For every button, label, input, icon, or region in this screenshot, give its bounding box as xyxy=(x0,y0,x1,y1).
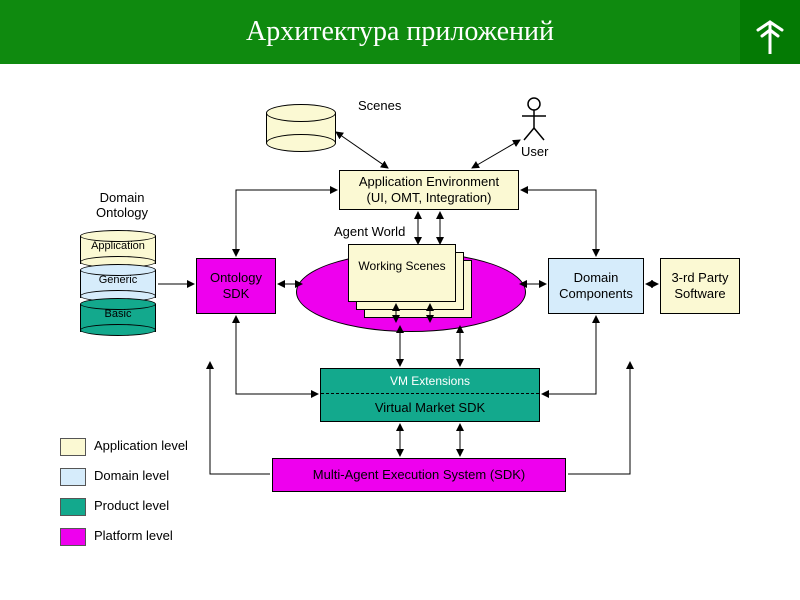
logo-box xyxy=(740,0,800,64)
legend-swatch xyxy=(60,468,86,486)
vm-sdk-label: Virtual Market SDK xyxy=(321,393,539,421)
header-bar: Архитектура приложений xyxy=(0,0,800,64)
legend-label: Product level xyxy=(94,498,169,513)
leaf-icon xyxy=(752,10,788,54)
legend-label: Platform level xyxy=(94,528,173,543)
legend-swatch xyxy=(60,498,86,516)
legend-swatch xyxy=(60,528,86,546)
scenes-cylinder xyxy=(266,104,336,152)
legend-label: Domain level xyxy=(94,468,169,483)
legend-label: Application level xyxy=(94,438,188,453)
maes-box: Multi-Agent Execution System (SDK) xyxy=(272,458,566,492)
ontology-layer: Basic xyxy=(80,298,156,338)
app-environment-box: Application Environment (UI, OMT, Integr… xyxy=(339,170,519,210)
header-title: Архитектура приложений xyxy=(246,16,554,48)
user-label: User xyxy=(521,144,548,159)
user-icon xyxy=(520,96,548,142)
working-scene-sheet: Working Scenes xyxy=(348,244,456,302)
domain-ontology-label: Domain Ontology xyxy=(96,190,148,220)
legend-swatch xyxy=(60,438,86,456)
ontology-sdk-box: Ontology SDK xyxy=(196,258,276,314)
vm-extensions-label: VM Extensions xyxy=(321,369,539,393)
domain-components-box: Domain Components xyxy=(548,258,644,314)
vm-box: VM Extensions Virtual Market SDK xyxy=(320,368,540,422)
agent-world-label: Agent World xyxy=(334,224,405,239)
third-party-box: 3-rd Party Software xyxy=(660,258,740,314)
scenes-label: Scenes xyxy=(358,98,401,113)
